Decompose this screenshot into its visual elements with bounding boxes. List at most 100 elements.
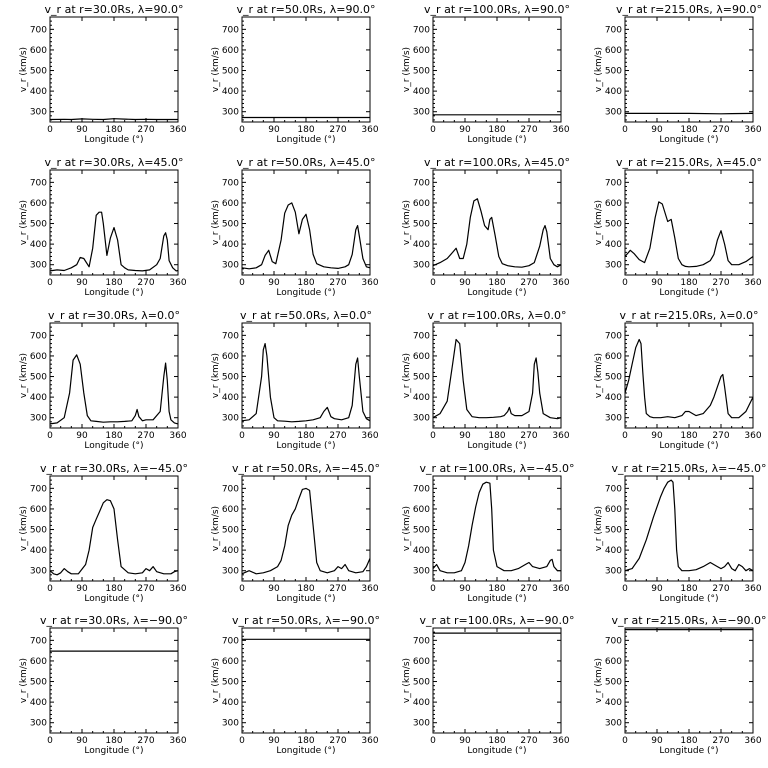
plot-frame bbox=[624, 627, 754, 734]
y-tick-label: 700 bbox=[413, 484, 430, 494]
y-tick-label: 300 bbox=[413, 719, 430, 729]
panel-19: v_r at r=100.0Rs, λ=−90.0° 0 90 180 270 360 30… bbox=[402, 614, 575, 756]
plot-frame bbox=[432, 322, 562, 429]
panel-title: v_r at r=100.0Rs, λ=90.0° bbox=[424, 3, 570, 16]
series-line bbox=[624, 338, 754, 419]
x-tick-label: 90 bbox=[651, 584, 663, 594]
y-axis-label: v_r (km/s) bbox=[211, 200, 221, 245]
x-tick-label: 360 bbox=[169, 278, 186, 288]
panel-title: v_r at r=30.0Rs, λ=−90.0° bbox=[40, 614, 188, 627]
y-tick-label: 500 bbox=[413, 67, 430, 77]
panel-10: v_r at r=50.0Rs, λ=0.0° 0 90 180 270 360 300 40… bbox=[211, 309, 379, 451]
x-tick-label: 90 bbox=[268, 736, 280, 746]
x-tick-label: 0 bbox=[239, 278, 245, 288]
panel-title: v_r at r=30.0Rs, λ=−45.0° bbox=[40, 462, 188, 475]
y-tick-label: 700 bbox=[30, 178, 47, 188]
x-tick-label: 90 bbox=[459, 584, 471, 594]
x-tick-label: 0 bbox=[47, 736, 53, 746]
x-tick-label: 270 bbox=[712, 125, 729, 135]
x-tick-label: 90 bbox=[76, 431, 88, 441]
plot-frame bbox=[241, 627, 371, 734]
series-line bbox=[241, 202, 371, 270]
y-tick-label: 300 bbox=[30, 108, 47, 118]
y-tick-label: 500 bbox=[222, 67, 239, 77]
x-tick-label: 0 bbox=[622, 431, 628, 441]
y-tick-label: 600 bbox=[413, 657, 430, 667]
y-axis-label: v_r (km/s) bbox=[594, 47, 604, 92]
x-tick-label: 180 bbox=[680, 278, 697, 288]
y-tick-label: 600 bbox=[605, 505, 622, 515]
x-tick-label: 0 bbox=[622, 125, 628, 135]
plot-frame bbox=[49, 169, 179, 276]
x-tick-label: 0 bbox=[239, 584, 245, 594]
y-tick-label: 500 bbox=[605, 526, 622, 536]
y-tick-label: 400 bbox=[413, 393, 430, 403]
plot-frame bbox=[49, 475, 179, 582]
y-tick-label: 500 bbox=[413, 373, 430, 383]
plot-frame bbox=[432, 16, 562, 123]
y-tick-label: 600 bbox=[30, 199, 47, 209]
y-tick-label: 700 bbox=[413, 331, 430, 341]
y-tick-label: 500 bbox=[413, 220, 430, 230]
x-tick-label: 90 bbox=[76, 736, 88, 746]
panel-title: v_r at r=215.0Rs, λ=90.0° bbox=[616, 3, 762, 16]
x-tick-label: 270 bbox=[329, 278, 346, 288]
y-tick-label: 400 bbox=[605, 240, 622, 250]
panel-title: v_r at r=215.0Rs, λ=−45.0° bbox=[611, 462, 766, 475]
x-tick-label: 0 bbox=[47, 278, 53, 288]
x-tick-label: 0 bbox=[47, 125, 53, 135]
y-axis-label: v_r (km/s) bbox=[211, 47, 221, 92]
panel-title: v_r at r=30.0Rs, λ=0.0° bbox=[48, 309, 180, 322]
panel-title: v_r at r=215.0Rs, λ=0.0° bbox=[620, 309, 759, 322]
x-axis-label: Longitude (°) bbox=[467, 746, 526, 756]
x-tick-label: 90 bbox=[76, 584, 88, 594]
y-tick-label: 400 bbox=[413, 87, 430, 97]
y-axis-label: v_r (km/s) bbox=[19, 200, 29, 245]
panel-13: v_r at r=30.0Rs, λ=−45.0° 0 90 180 270 360 300… bbox=[19, 462, 188, 604]
series-line bbox=[49, 499, 179, 576]
x-tick-label: 360 bbox=[552, 278, 569, 288]
panel-title: v_r at r=30.0Rs, λ=90.0° bbox=[45, 3, 184, 16]
x-tick-label: 180 bbox=[680, 431, 697, 441]
x-tick-label: 180 bbox=[297, 736, 314, 746]
y-tick-label: 700 bbox=[605, 484, 622, 494]
y-tick-label: 600 bbox=[222, 352, 239, 362]
x-tick-label: 360 bbox=[361, 278, 378, 288]
y-tick-label: 300 bbox=[30, 414, 47, 424]
x-axis-label: Longitude (°) bbox=[276, 135, 335, 145]
x-axis-label: Longitude (°) bbox=[659, 441, 718, 451]
x-tick-label: 360 bbox=[361, 125, 378, 135]
y-tick-label: 400 bbox=[222, 87, 239, 97]
x-tick-label: 180 bbox=[297, 584, 314, 594]
x-tick-label: 180 bbox=[297, 125, 314, 135]
x-axis-label: Longitude (°) bbox=[84, 746, 143, 756]
y-tick-label: 400 bbox=[30, 393, 47, 403]
y-axis-label: v_r (km/s) bbox=[211, 353, 221, 398]
panel-11: v_r at r=100.0Rs, λ=0.0° 0 90 180 270 360 300 4… bbox=[402, 309, 570, 451]
y-tick-label: 600 bbox=[30, 505, 47, 515]
x-axis-label: Longitude (°) bbox=[84, 441, 143, 451]
y-tick-label: 600 bbox=[413, 505, 430, 515]
y-axis-label: v_r (km/s) bbox=[594, 506, 604, 551]
x-tick-label: 360 bbox=[744, 125, 761, 135]
panel-5: v_r at r=30.0Rs, λ=45.0° 0 90 180 270 360 300 4… bbox=[19, 156, 187, 298]
x-tick-label: 90 bbox=[459, 736, 471, 746]
x-tick-label: 270 bbox=[137, 125, 154, 135]
panel-9: v_r at r=30.0Rs, λ=0.0° 0 90 180 270 360 300 40… bbox=[19, 309, 187, 451]
plot-frame bbox=[624, 169, 754, 276]
panel-title: v_r at r=50.0Rs, λ=0.0° bbox=[240, 309, 372, 322]
y-tick-label: 700 bbox=[222, 178, 239, 188]
y-tick-label: 700 bbox=[222, 636, 239, 646]
y-tick-label: 700 bbox=[30, 636, 47, 646]
y-tick-label: 300 bbox=[605, 414, 622, 424]
plot-frame bbox=[432, 169, 562, 276]
y-tick-label: 600 bbox=[222, 46, 239, 56]
x-tick-label: 270 bbox=[520, 584, 537, 594]
plot-frame bbox=[432, 627, 562, 734]
y-tick-label: 300 bbox=[413, 414, 430, 424]
y-tick-label: 300 bbox=[30, 261, 47, 271]
y-tick-label: 700 bbox=[605, 25, 622, 35]
y-tick-label: 400 bbox=[605, 698, 622, 708]
y-tick-label: 600 bbox=[30, 46, 47, 56]
y-tick-label: 700 bbox=[605, 331, 622, 341]
